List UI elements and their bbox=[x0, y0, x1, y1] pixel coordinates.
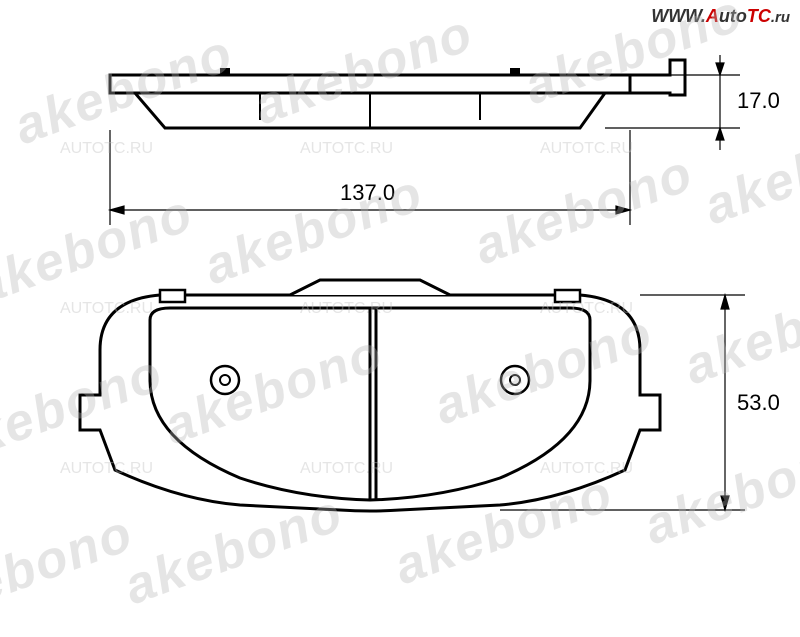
width-dimension bbox=[110, 130, 630, 225]
width-value: 137.0 bbox=[340, 180, 395, 206]
diagram-canvas: WWW.AutoTC.ru bbox=[0, 0, 800, 600]
height-value: 53.0 bbox=[737, 390, 780, 416]
thickness-dimension bbox=[605, 55, 740, 150]
front-view bbox=[80, 280, 660, 511]
top-view bbox=[110, 60, 685, 128]
thickness-value: 17.0 bbox=[737, 88, 780, 114]
technical-drawing bbox=[0, 0, 800, 600]
